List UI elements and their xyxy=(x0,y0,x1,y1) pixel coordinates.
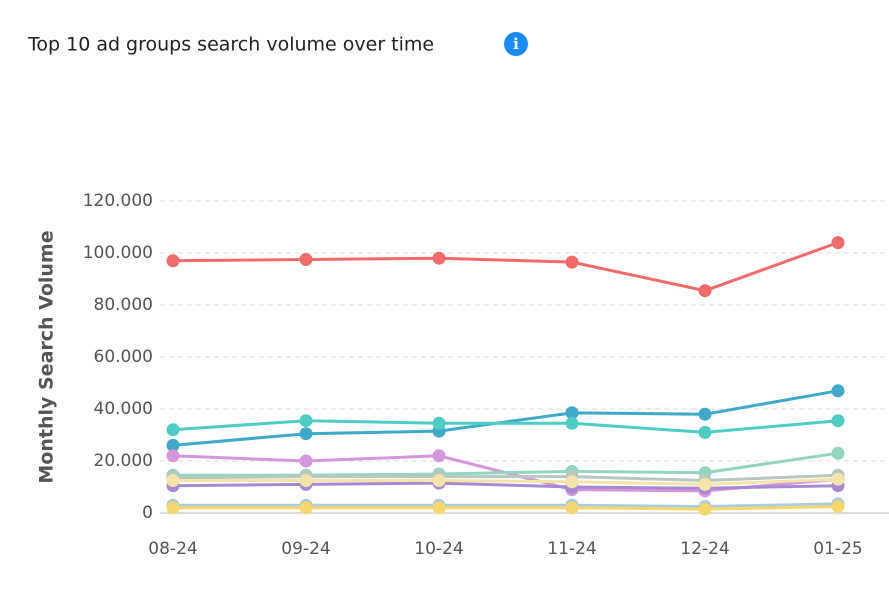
series-line xyxy=(173,451,839,477)
x-tick-label: 08-24 xyxy=(148,539,197,559)
data-point xyxy=(299,427,313,441)
data-point xyxy=(299,474,313,487)
x-tick-label: 11-24 xyxy=(547,539,596,559)
data-point xyxy=(831,384,845,398)
info-glyph[interactable]: i xyxy=(513,35,519,53)
series-line xyxy=(173,502,839,509)
x-tick-label: 01-25 xyxy=(813,539,862,559)
data-point xyxy=(166,449,180,463)
data-point xyxy=(432,416,446,430)
data-point xyxy=(166,254,180,268)
data-point xyxy=(166,423,180,437)
data-point xyxy=(432,501,446,515)
data-point xyxy=(698,477,712,491)
series-line xyxy=(172,241,839,293)
y-tick-label: 80.000 xyxy=(94,295,153,315)
data-point xyxy=(299,501,313,515)
y-axis-title: Monthly Search Volume xyxy=(36,230,58,483)
data-point xyxy=(432,474,446,487)
data-point xyxy=(166,474,180,487)
y-tick-label: 60.000 xyxy=(94,347,153,367)
info-circle[interactable] xyxy=(504,32,528,56)
data-point xyxy=(299,414,313,428)
series-line xyxy=(172,419,839,434)
data-point xyxy=(299,253,313,266)
x-tick-label: 10-24 xyxy=(414,539,463,559)
data-point xyxy=(698,284,712,298)
data-point xyxy=(299,454,313,468)
data-point xyxy=(565,475,579,489)
data-point xyxy=(565,406,579,420)
data-point xyxy=(831,446,845,460)
x-tick-label: 09-24 xyxy=(281,539,330,559)
data-point xyxy=(432,251,446,265)
series-line xyxy=(172,389,839,447)
y-tick-label: 20.000 xyxy=(94,451,153,471)
series-line xyxy=(173,477,839,486)
data-point xyxy=(831,472,845,486)
chart-title: Top 10 ad groups search volume over time xyxy=(27,34,434,56)
data-point xyxy=(831,414,845,428)
data-point xyxy=(166,438,180,452)
data-point xyxy=(166,501,180,515)
data-point xyxy=(565,501,579,515)
series-line xyxy=(172,473,839,483)
data-point xyxy=(831,500,845,513)
y-tick-label: 40.000 xyxy=(94,399,153,419)
y-tick-label: 0 xyxy=(142,503,153,523)
y-tick-label: 120.000 xyxy=(83,191,153,211)
data-point xyxy=(698,407,712,421)
data-point xyxy=(698,425,712,439)
data-point xyxy=(565,255,579,269)
data-point xyxy=(432,449,446,463)
x-tick-label: 12-24 xyxy=(680,539,729,559)
data-point xyxy=(565,416,579,430)
series-line xyxy=(173,505,839,511)
data-point xyxy=(698,502,712,516)
data-point xyxy=(831,236,845,250)
y-tick-label: 100.000 xyxy=(83,243,153,263)
series-line xyxy=(172,481,839,490)
info-icon[interactable]: i xyxy=(504,32,528,56)
